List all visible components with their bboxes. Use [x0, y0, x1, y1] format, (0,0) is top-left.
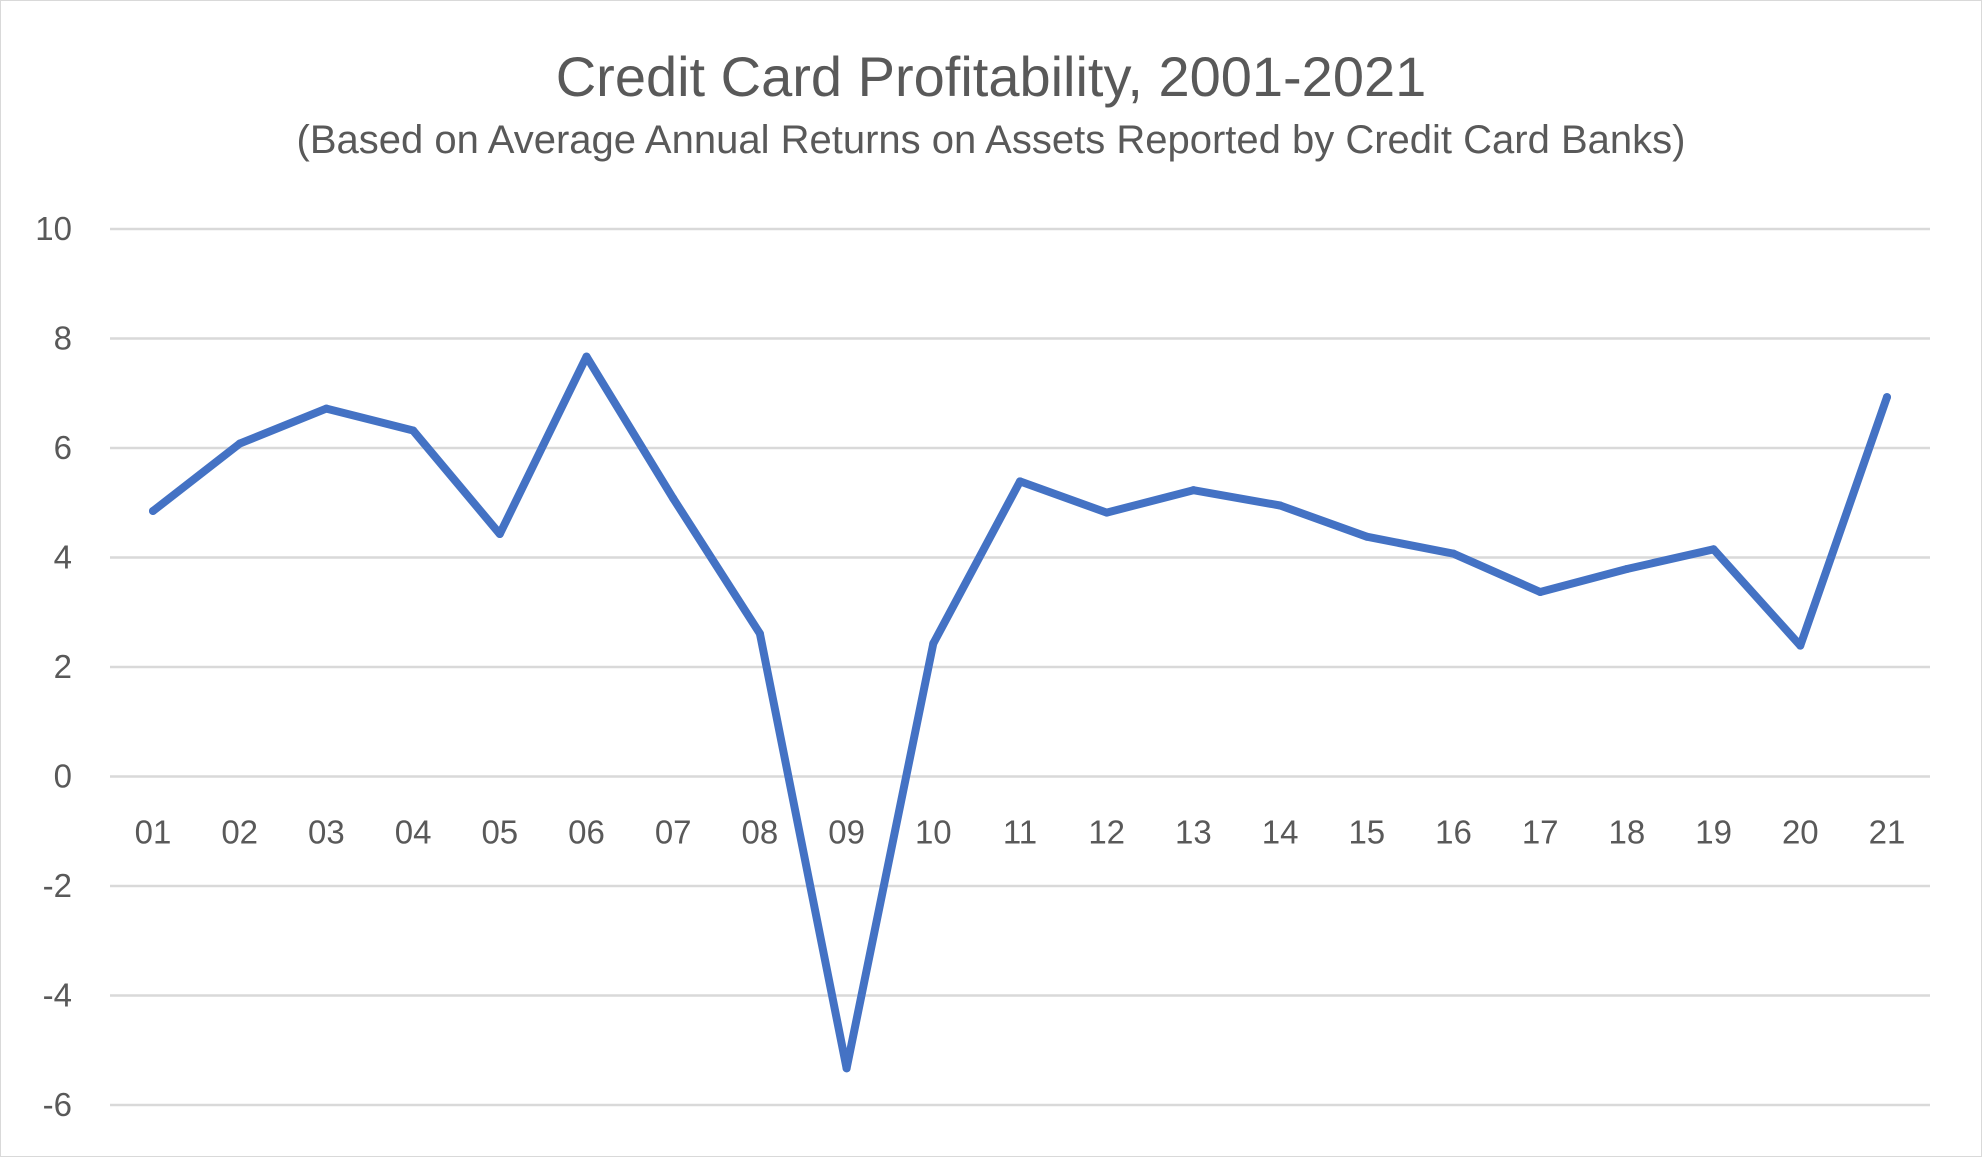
data-point — [495, 529, 504, 538]
chart-subtitle: (Based on Average Annual Returns on Asse… — [296, 118, 1686, 162]
x-tick-label: 17 — [1522, 814, 1559, 851]
x-tick-label: 16 — [1435, 814, 1472, 851]
data-point — [149, 506, 157, 515]
data-point — [322, 404, 331, 413]
gridlines — [110, 227, 1930, 1107]
data-point — [409, 426, 418, 435]
x-tick-label: 21 — [1869, 814, 1906, 851]
x-tick-label: 13 — [1175, 814, 1212, 851]
x-tick-label: 10 — [915, 814, 952, 851]
x-tick-label: 18 — [1609, 814, 1646, 851]
x-tick-label: 19 — [1695, 814, 1732, 851]
chart-title: Credit Card Profitability, 2001-2021 — [555, 45, 1427, 108]
x-tick-label: 15 — [1348, 814, 1385, 851]
x-tick-label: 20 — [1782, 814, 1819, 851]
x-tick-label: 11 — [1003, 814, 1037, 851]
data-point — [582, 352, 591, 361]
x-tick-label: 03 — [308, 814, 345, 851]
data-point — [1276, 501, 1285, 510]
y-tick-label: 0 — [54, 758, 72, 795]
data-point — [235, 439, 244, 448]
x-tick-label: 09 — [828, 814, 865, 851]
x-tick-label: 14 — [1262, 814, 1299, 851]
series-line — [149, 352, 1891, 1073]
data-point — [1536, 587, 1545, 596]
x-tick-label: 06 — [568, 814, 605, 851]
x-tick-label: 08 — [742, 814, 779, 851]
data-point — [1189, 486, 1198, 495]
data-point — [929, 639, 938, 648]
data-point — [1709, 545, 1718, 554]
data-point — [669, 494, 678, 503]
y-tick-label: 6 — [54, 429, 72, 466]
y-tick-label: 10 — [35, 210, 72, 247]
data-point — [1622, 564, 1631, 573]
series-lines — [149, 352, 1891, 1073]
data-point — [755, 629, 764, 638]
x-tick-label: 02 — [221, 814, 258, 851]
x-tick-label: 05 — [481, 814, 518, 851]
y-tick-label: -2 — [43, 867, 72, 904]
data-point — [1362, 532, 1371, 541]
x-tick-label: 12 — [1088, 814, 1125, 851]
x-tick-label: 01 — [135, 814, 172, 851]
x-tick-label: 07 — [655, 814, 692, 851]
y-tick-label: -6 — [43, 1086, 72, 1123]
data-point — [1796, 641, 1805, 650]
y-tick-label: 2 — [54, 648, 72, 685]
data-point — [842, 1064, 851, 1073]
data-point — [1883, 393, 1891, 402]
data-point — [1016, 477, 1024, 486]
y-tick-label: -4 — [43, 977, 72, 1014]
x-tick-label: 04 — [395, 814, 432, 851]
y-tick-label: 8 — [54, 320, 72, 357]
x-axis-tick-labels: 01 02 03 04 05 06 07 08 09 10 11 12 13 14 15 16 17 18 19 20… — [135, 814, 1906, 851]
data-point — [1449, 549, 1458, 558]
y-axis-tick-labels: 10 8 6 4 2 0 -2 -4 -6 — [35, 210, 72, 1123]
y-tick-label: 4 — [54, 539, 72, 576]
data-point — [1102, 508, 1111, 517]
